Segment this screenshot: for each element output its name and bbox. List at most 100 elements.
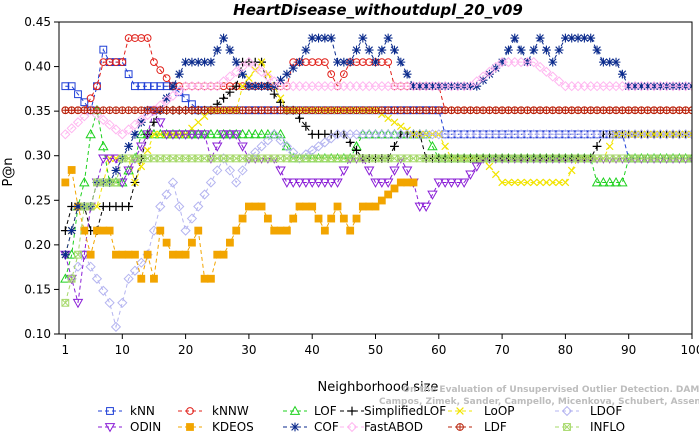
data-point-loop (396, 122, 405, 131)
data-point-simplifiedlof (219, 93, 228, 103)
data-point-kdeos (99, 226, 108, 235)
series-ldf (61, 106, 692, 115)
data-point-cof (485, 69, 494, 79)
axes: 1 10 20 30 40 50 60 70 80 90 100 0.10 0.15 0.20 0.25 0.… (24, 15, 699, 357)
data-point-odin (180, 130, 191, 140)
data-point-lof (237, 128, 248, 139)
data-point-cof (478, 75, 488, 85)
data-point-ldf (548, 106, 557, 115)
data-point-odin (319, 178, 331, 188)
data-point-cof (371, 57, 380, 67)
data-point-odin (72, 298, 84, 309)
data-point-odin (104, 154, 115, 164)
data-point-ldf (137, 106, 146, 115)
x-tick-label: 90 (621, 343, 636, 357)
data-point-kdeos (346, 226, 355, 235)
data-point-cof (624, 81, 634, 91)
data-point-ldf (510, 106, 519, 115)
data-point-knn (67, 82, 76, 91)
data-point-kdeos (131, 250, 139, 259)
data-point-ldf (479, 106, 488, 115)
data-point-ldf (320, 106, 329, 115)
legend-marker (104, 423, 116, 433)
data-point-ldof (155, 201, 166, 212)
data-point-cof (630, 81, 640, 91)
data-point-simplifiedlof (225, 87, 235, 97)
data-point-simplifiedlof (592, 141, 602, 151)
data-point-cof (497, 57, 507, 67)
data-point-cof (396, 57, 406, 67)
data-point-cof (238, 69, 247, 79)
data-point-odin (237, 142, 248, 152)
data-point-ldf (453, 106, 462, 115)
data-point-ldof (180, 225, 191, 236)
data-point-kdeos (308, 202, 317, 211)
data-point-kdeos (188, 238, 196, 247)
series-line-knn (65, 48, 692, 159)
data-point-cof (617, 69, 627, 79)
data-point-fastabod (471, 76, 482, 87)
data-point-ldof (123, 273, 134, 284)
data-point-loop (510, 178, 519, 187)
data-point-ldf (681, 106, 690, 115)
data-point-kdeos (93, 226, 101, 235)
data-point-ldf (282, 106, 291, 115)
data-point-kdeos (219, 250, 228, 259)
data-point-kdeos (320, 226, 329, 235)
data-point-ldf (599, 106, 608, 115)
legend-item-kdeos: KDEOS (178, 420, 254, 434)
data-point-loop (491, 170, 500, 179)
y-tick-label: 0.25 (24, 193, 51, 207)
data-point-odin (382, 178, 394, 188)
data-point-lof (205, 128, 217, 139)
legend-label: FastABOD (364, 420, 423, 434)
data-point-simplifiedlof (687, 129, 692, 139)
data-point-ldf (618, 106, 627, 115)
data-point-ldf (93, 106, 101, 115)
data-point-loop (605, 142, 614, 151)
data-point-cof (295, 57, 304, 67)
series-line-ldof (71, 133, 692, 329)
data-point-loop (548, 178, 557, 187)
data-point-ldf (67, 106, 76, 115)
data-point-fastabod (534, 61, 546, 73)
data-point-kdeos (112, 250, 120, 259)
data-point-odin (287, 178, 299, 188)
data-point-ldof (686, 129, 692, 140)
data-point-lof (256, 128, 267, 139)
data-point-ldf (675, 106, 684, 115)
data-point-ldof (110, 321, 122, 332)
data-point-ldf (333, 106, 342, 115)
data-point-ldf (131, 106, 139, 115)
data-point-kdeos (358, 202, 367, 211)
data-point-ldof (288, 147, 299, 158)
legend-marker (289, 405, 301, 415)
data-point-cof (263, 81, 273, 91)
legend-label: kNN (130, 404, 155, 418)
data-point-knn (80, 98, 89, 107)
legend-marker (561, 405, 573, 417)
data-point-knnw (156, 66, 165, 75)
data-point-ldf (118, 106, 127, 115)
data-point-ldf (181, 106, 190, 115)
data-point-ldf (371, 106, 380, 115)
data-point-ldf (656, 106, 665, 115)
legend-label: ODIN (130, 420, 161, 434)
legend-item-fastabod: FastABOD (340, 420, 423, 434)
data-point-cof (111, 166, 121, 175)
data-point-loop (384, 114, 392, 123)
data-point-inflo (150, 154, 158, 163)
data-point-odin (306, 178, 318, 188)
data-point-fastabod (465, 81, 476, 92)
data-point-cof (326, 33, 336, 43)
data-point-odin (186, 130, 198, 140)
data-point-ldf (542, 106, 551, 115)
data-point-loop (143, 146, 152, 155)
data-point-kdeos (232, 226, 241, 235)
y-tick-label: 0.30 (24, 149, 51, 163)
data-point-ldf (150, 106, 158, 115)
y-axis-label: P@n (1, 157, 16, 186)
data-point-kdeos (371, 202, 380, 211)
x-tick-label: 80 (558, 343, 573, 357)
data-point-kdeos (263, 214, 272, 223)
